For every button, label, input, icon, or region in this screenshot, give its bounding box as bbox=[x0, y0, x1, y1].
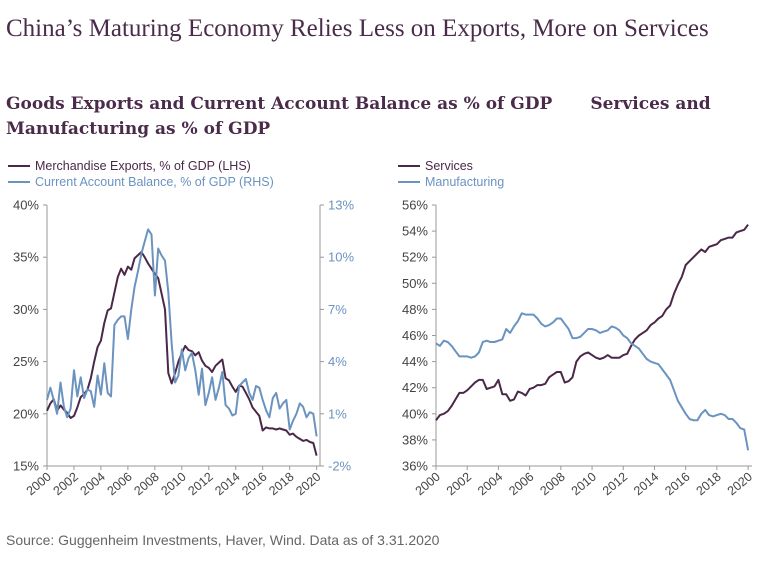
x-tick-label: 2002 bbox=[444, 470, 474, 499]
x-tick-label: 2012 bbox=[185, 470, 215, 499]
y-tick-label: 40% bbox=[402, 406, 428, 421]
x-tick-label: 2014 bbox=[212, 470, 242, 499]
chart-subtitle: Goods Exports and Current Account Balanc… bbox=[6, 92, 746, 142]
y-tick-label: 42% bbox=[402, 380, 428, 395]
x-tick-label: 2014 bbox=[631, 470, 661, 499]
right-legend: Services Manufacturing bbox=[398, 158, 504, 190]
x-tick-label: 2020 bbox=[293, 470, 323, 499]
y-tick-label: 36% bbox=[402, 459, 428, 474]
y-tick-label: 46% bbox=[402, 328, 428, 343]
x-tick-label: 2012 bbox=[600, 470, 630, 499]
y-tick-label: 15% bbox=[13, 459, 39, 474]
y-tick-label: 38% bbox=[402, 432, 428, 447]
x-tick-label: 2016 bbox=[662, 470, 692, 499]
legend-swatch-services bbox=[398, 165, 420, 167]
y-right-tick-label: 4% bbox=[328, 354, 347, 369]
x-tick-label: 2004 bbox=[475, 470, 505, 499]
legend-label-exports: Merchandise Exports, % of GDP (LHS) bbox=[35, 159, 251, 173]
y-tick-label: 44% bbox=[402, 354, 428, 369]
y-tick-label: 20% bbox=[13, 406, 39, 421]
legend-label-manufacturing: Manufacturing bbox=[425, 175, 505, 189]
series-line-2 bbox=[435, 312, 750, 451]
x-tick-label: 2020 bbox=[725, 470, 755, 499]
y-tick-label: 40% bbox=[13, 198, 39, 213]
chart-panel-2: 56%54%52%50%48%46%44%42%40%38%36%2000 200… bbox=[402, 198, 755, 499]
x-tick-label: 2010 bbox=[158, 470, 188, 499]
legend-item-manufacturing: Manufacturing bbox=[398, 174, 504, 190]
legend-label-current-account: Current Account Balance, % of GDP (RHS) bbox=[35, 175, 274, 189]
y-tick-label: 35% bbox=[13, 250, 39, 265]
x-tick-label: 2004 bbox=[78, 470, 108, 499]
x-tick-label: 2006 bbox=[105, 470, 135, 499]
y-right-tick-label: 10% bbox=[328, 250, 354, 265]
legend-swatch-exports bbox=[8, 165, 30, 167]
source-note: Source: Guggenheim Investments, Haver, W… bbox=[6, 532, 440, 548]
y-right-tick-label: 7% bbox=[328, 302, 347, 317]
series-line-1 bbox=[435, 224, 749, 421]
x-tick-label: 2008 bbox=[537, 470, 567, 499]
y-tick-label: 52% bbox=[402, 250, 428, 265]
y-right-tick-label: 1% bbox=[328, 406, 347, 421]
legend-swatch-manufacturing bbox=[398, 181, 420, 183]
y-tick-label: 54% bbox=[402, 224, 428, 239]
legend-item-services: Services bbox=[398, 158, 504, 174]
y-tick-label: 48% bbox=[402, 302, 428, 317]
x-tick-label: 2008 bbox=[131, 470, 161, 499]
legend-swatch-current-account bbox=[8, 181, 30, 183]
x-tick-label: 2002 bbox=[51, 470, 81, 499]
chart-title: China’s Maturing Economy Relies Less on … bbox=[6, 15, 709, 42]
left-subtitle: Goods Exports and Current Account Balanc… bbox=[6, 94, 553, 114]
left-legend: Merchandise Exports, % of GDP (LHS) Curr… bbox=[8, 158, 274, 190]
y-tick-label: 30% bbox=[13, 302, 39, 317]
x-tick-label: 2018 bbox=[694, 470, 724, 499]
x-tick-label: 2016 bbox=[239, 470, 269, 499]
x-tick-label: 2000 bbox=[24, 470, 54, 499]
x-tick-label: 2010 bbox=[569, 470, 599, 499]
legend-item-current-account: Current Account Balance, % of GDP (RHS) bbox=[8, 174, 274, 190]
legend-label-services: Services bbox=[425, 159, 473, 173]
y-tick-label: 50% bbox=[402, 276, 428, 291]
right-subtitle: Services and Manufacturing as % of GDP bbox=[6, 94, 711, 139]
y-tick-label: 56% bbox=[402, 198, 428, 213]
chart-panel-1: 40%35%30%25%20%15%13%10%7%4%1%-2%2000200… bbox=[13, 198, 354, 499]
x-tick-label: 2000 bbox=[413, 470, 443, 499]
y-tick-label: 25% bbox=[13, 354, 39, 369]
x-tick-label: 2006 bbox=[506, 470, 536, 499]
legend-item-exports: Merchandise Exports, % of GDP (LHS) bbox=[8, 158, 274, 174]
y-right-tick-label: -2% bbox=[328, 459, 352, 474]
series-line-2 bbox=[46, 228, 318, 437]
x-tick-label: 2018 bbox=[266, 470, 296, 499]
y-right-tick-label: 13% bbox=[328, 198, 354, 213]
